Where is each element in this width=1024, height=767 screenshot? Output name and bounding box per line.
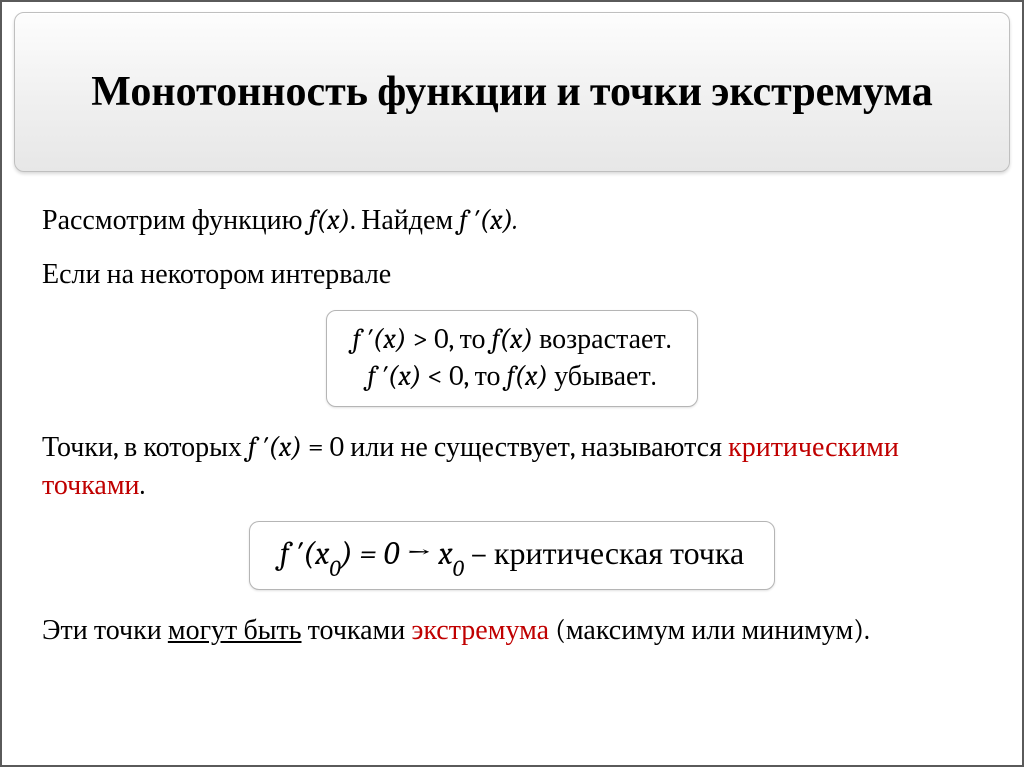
content-area: Рассмотрим функцию f(x). Найдем f ′(x). … (2, 172, 1022, 676)
title-box: Монотонность функции и точки экстремума (14, 12, 1010, 172)
callout-monotonicity: f ′(x) > 0, то f(x) возрастает. f ′(x) <… (326, 310, 699, 408)
c2-sub0a: 0 (329, 555, 340, 582)
c1l2-b: < 0, то (421, 360, 506, 392)
c1l1-d: возрастает. (533, 323, 672, 355)
c2-e: – критическая точка (464, 535, 744, 572)
c2-a: f ′(x (280, 535, 330, 572)
c1l2-d: убывает. (548, 360, 657, 392)
c2-b: ) = 0 (341, 535, 400, 572)
c2-d: x (438, 535, 452, 572)
p4-c: точками (302, 614, 412, 646)
p1-fprime: f ′(x). (459, 204, 518, 236)
slide-frame: Монотонность функции и точки экстремума … (0, 0, 1024, 767)
slide-title: Монотонность функции и точки экстремума (91, 68, 932, 116)
c2-c: → (399, 535, 438, 572)
paragraph-3: Точки, в которых f ′(x) = 0 или не сущес… (42, 429, 982, 505)
p1-text-a: Рассмотрим функцию (42, 204, 309, 236)
paragraph-2: Если на некотором интервале (42, 256, 982, 294)
paragraph-4: Эти точки могут быть точками экстремума … (42, 612, 982, 650)
c1l2-c: f(x) (507, 360, 548, 392)
p3-a: Точки, в которых (42, 431, 248, 463)
p4-a: Эти точки (42, 614, 168, 646)
p4-b: могут быть (168, 614, 302, 646)
p4-e: (максимум или минимум). (549, 614, 870, 646)
p1-fx: f(x) (309, 204, 350, 236)
p3-c: = 0 или не существует, называются (302, 431, 728, 463)
callout-critical-point: f ′(x0) = 0 → x0 – критическая точка (249, 521, 775, 591)
c2-sub0b: 0 (453, 555, 464, 582)
p1-text-c: . Найдем (350, 204, 459, 236)
p4-extremum: экстремума (411, 614, 549, 646)
p3-e: . (140, 469, 146, 501)
c1l2-a: f ′(x) (368, 360, 422, 392)
callout1-line2: f ′(x) < 0, то f(x) убывает. (353, 358, 672, 396)
p3-b: f ′(x) (248, 431, 302, 463)
callout1-line1: f ′(x) > 0, то f(x) возрастает. (353, 321, 672, 359)
c1l1-c: f(x) (492, 323, 533, 355)
paragraph-1: Рассмотрим функцию f(x). Найдем f ′(x). (42, 202, 982, 240)
c1l1-b: > 0, то (406, 323, 491, 355)
c1l1-a: f ′(x) (353, 323, 407, 355)
